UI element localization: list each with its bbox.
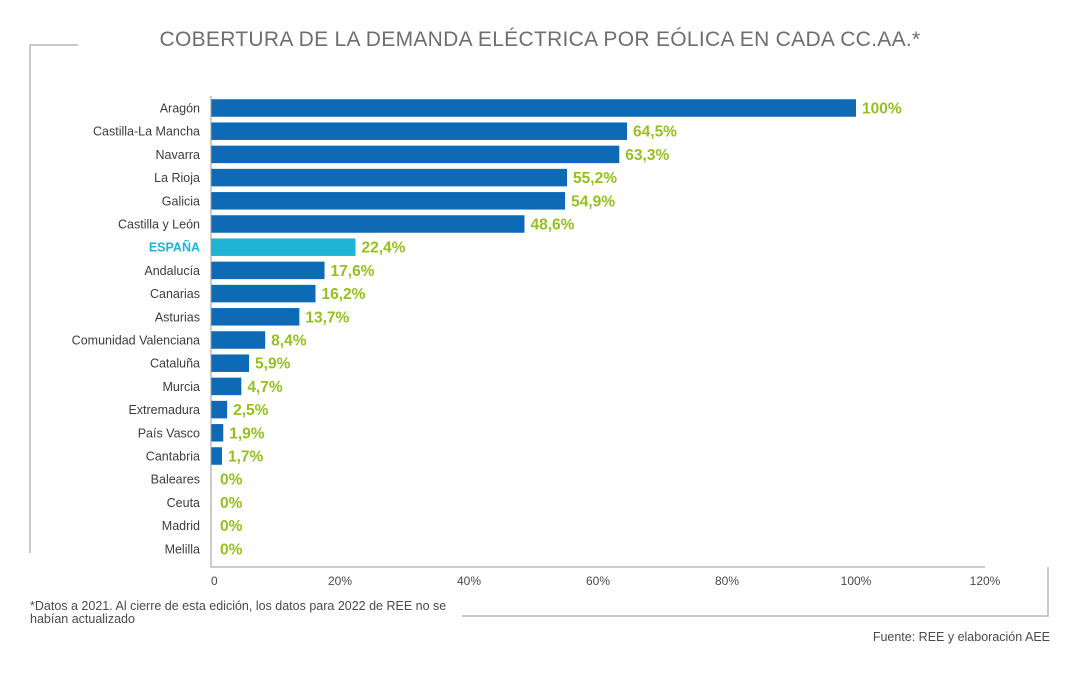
bar-espana [211,238,356,256]
value-label: 63,3% [625,147,669,164]
category-label: La Rioja [154,171,200,185]
bar-andalucia [211,261,325,280]
category-label: Asturias [155,310,200,324]
x-tick-label: 40% [457,574,481,588]
bar-aragon [211,99,856,117]
value-label: 100% [862,101,902,118]
x-tick-label: 120% [970,574,1001,588]
value-label: 1,9% [229,425,265,442]
value-label: 54,9% [571,193,615,210]
x-tick-label: 60% [586,574,610,588]
bar-comunidad-valenciana [211,331,266,349]
category-label: Canarias [150,287,200,301]
category-label: Melilla [165,542,200,556]
value-labels: 100% 64,5% 63,3% 55,2% 54,9% 48,6% 22,4% 17,6% 1… [220,101,902,559]
value-label: 13,7% [305,309,349,326]
bar-navarra [211,145,620,164]
value-label: 0% [220,541,243,558]
bar-la-rioja [211,168,568,187]
chart-title: COBERTURA DE LA DEMANDA ELÉCTRICA POR EÓ… [159,28,921,51]
value-label: 16,2% [321,286,365,303]
category-label: Madrid [162,519,200,533]
value-label: 0% [220,472,243,489]
x-tick-label: 20% [328,574,352,588]
value-label: 48,6% [530,217,574,234]
value-label: 2,5% [233,402,269,419]
value-label: 4,7% [247,379,283,396]
x-axis: 0 20% 40% 60% 80% 100% 120% [210,96,1001,588]
bar-murcia [211,377,242,396]
value-label: 55,2% [573,170,617,187]
value-label: 8,4% [271,333,307,350]
frame-bottom-right [462,567,1049,617]
category-label: Castilla y León [118,218,200,232]
bar-galicia [211,192,566,210]
value-label: 5,9% [255,356,291,373]
category-label: Baleares [151,473,200,487]
category-label: Comunidad Valenciana [72,334,200,348]
bar-cantabria [211,447,222,465]
bar-pais-vasco [211,424,224,442]
category-label: Aragón [160,102,200,116]
category-label: Ceuta [167,496,200,510]
category-label: País Vasco [138,426,200,440]
value-label: 0% [220,495,243,512]
bars-group [211,99,856,465]
bar-cataluna [211,354,250,372]
bar-extremadura [211,400,228,419]
bar-castilla-la-mancha [211,122,628,140]
value-label: 17,6% [331,263,375,280]
x-tick-label: 100% [841,574,872,588]
x-tick-label: 0 [211,574,218,588]
category-label: Extremadura [128,403,200,417]
chart-frame [29,44,1049,617]
source-note: Fuente: REE y elaboración AEE [872,630,1050,644]
category-label: Andalucía [144,264,200,278]
category-label: Cataluña [150,357,200,371]
category-label: Galicia [162,194,200,208]
value-label: 22,4% [361,240,405,257]
value-label: 0% [220,518,243,535]
footnote: *Datos a 2021. Al cierre de esta edición… [30,599,447,626]
category-label: Murcia [162,380,200,394]
value-label: 1,7% [228,449,264,466]
category-label: Navarra [156,148,201,162]
category-label: ESPAÑA [149,240,200,255]
bar-canarias [211,284,316,303]
frame-top-left [29,44,78,553]
category-label: Castilla-La Mancha [93,125,200,139]
x-tick-label: 80% [715,574,739,588]
bar-asturias [211,308,300,326]
bar-castilla-y-leon [211,215,525,233]
category-label: Cantabria [146,450,200,464]
value-label: 64,5% [633,124,677,141]
category-labels: Aragón Castilla-La Mancha Navarra La Rioja G… [72,102,200,557]
